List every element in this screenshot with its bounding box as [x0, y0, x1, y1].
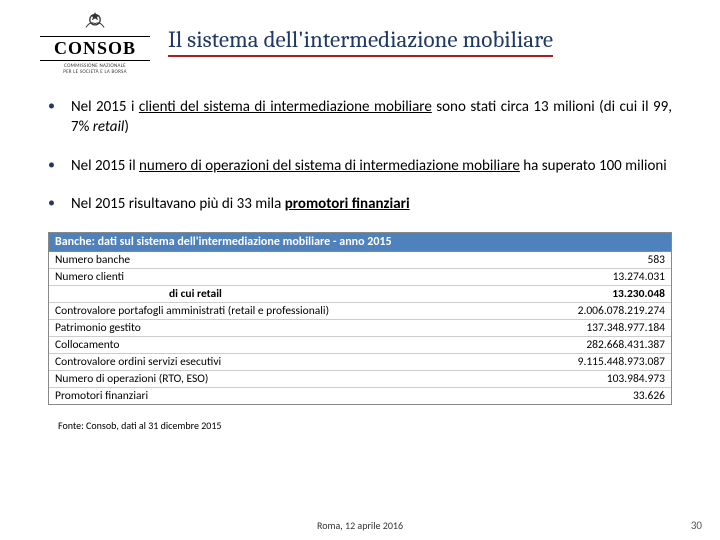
bullet-list: • Nel 2015 i clienti del sistema di inte…	[0, 79, 720, 214]
bullet-text: Nel 2015 i clienti del sistema di interm…	[71, 97, 672, 138]
table-cell-value: 9.115.448.973.087	[511, 354, 671, 371]
table-body: Numero banche583Numero clienti13.274.031…	[49, 252, 671, 404]
logo-subtitle: COMMISSIONE NAZIONALEPER LE SOCIETÀ E LA…	[63, 63, 127, 75]
bullet-item: • Nel 2015 risultavano più di 33 mila pr…	[48, 194, 672, 214]
page-number: 30	[691, 519, 702, 532]
table-cell-label: Controvalore ordini servizi esecutivi	[49, 354, 511, 371]
table-cell-value: 13.274.031	[511, 269, 671, 286]
table-row: Promotori finanziari33.626	[49, 388, 671, 405]
bullet-item: • Nel 2015 i clienti del sistema di inte…	[48, 97, 672, 138]
bullet-item: • Nel 2015 il numero di operazioni del s…	[48, 156, 672, 176]
table-cell-label: Numero di operazioni (RTO, ESO)	[49, 371, 511, 388]
bullet-marker-icon: •	[48, 97, 55, 138]
table-row: Controvalore portafogli amministrati (re…	[49, 303, 671, 320]
table-row: Numero banche583	[49, 252, 671, 269]
table-cell-label: Numero clienti	[49, 269, 511, 286]
table-cell-label: Promotori finanziari	[49, 388, 511, 405]
table-row: Controvalore ordini servizi esecutivi9.1…	[49, 354, 671, 371]
bullet-marker-icon: •	[48, 194, 55, 214]
table-cell-value: 583	[511, 252, 671, 269]
logo-text: CONSOB	[40, 36, 150, 61]
table-cell-label: Numero banche	[49, 252, 511, 269]
bullet-marker-icon: •	[48, 156, 55, 176]
bullet-text: Nel 2015 risultavano più di 33 mila prom…	[71, 194, 672, 214]
source-note: Fonte: Consob, dati al 31 dicembre 2015	[58, 419, 720, 432]
table-cell-label: di cui retail	[49, 286, 511, 303]
table-cell-value: 33.626	[511, 388, 671, 405]
data-table: Banche: dati sul sistema dell'intermedia…	[48, 232, 672, 405]
table-cell-label: Collocamento	[49, 337, 511, 354]
table-cell-value: 103.984.973	[511, 371, 671, 388]
table-row: Collocamento282.668.431.387	[49, 337, 671, 354]
italy-emblem-icon	[82, 8, 108, 34]
table-cell-label: Patrimonio gestito	[49, 320, 511, 337]
table-cell-value: 137.348.977.184	[511, 320, 671, 337]
table-cell-value: 282.668.431.387	[511, 337, 671, 354]
table-row: di cui retail13.230.048	[49, 286, 671, 303]
footer-date: Roma, 12 aprile 2016	[0, 519, 720, 532]
table-row: Numero di operazioni (RTO, ESO)103.984.9…	[49, 371, 671, 388]
table-cell-label: Controvalore portafogli amministrati (re…	[49, 303, 511, 320]
table-cell-value: 2.006.078.219.274	[511, 303, 671, 320]
table-row: Patrimonio gestito137.348.977.184	[49, 320, 671, 337]
header: CONSOB COMMISSIONE NAZIONALEPER LE SOCIE…	[0, 0, 720, 79]
page-title: Il sistema dell'intermediazione mobiliar…	[168, 26, 553, 57]
bullet-text: Nel 2015 il numero di operazioni del sis…	[71, 156, 672, 176]
table-row: Numero clienti13.274.031	[49, 269, 671, 286]
table-header: Banche: dati sul sistema dell'intermedia…	[49, 233, 671, 252]
consob-logo: CONSOB COMMISSIONE NAZIONALEPER LE SOCIE…	[40, 8, 150, 75]
table-cell-value: 13.230.048	[511, 286, 671, 303]
